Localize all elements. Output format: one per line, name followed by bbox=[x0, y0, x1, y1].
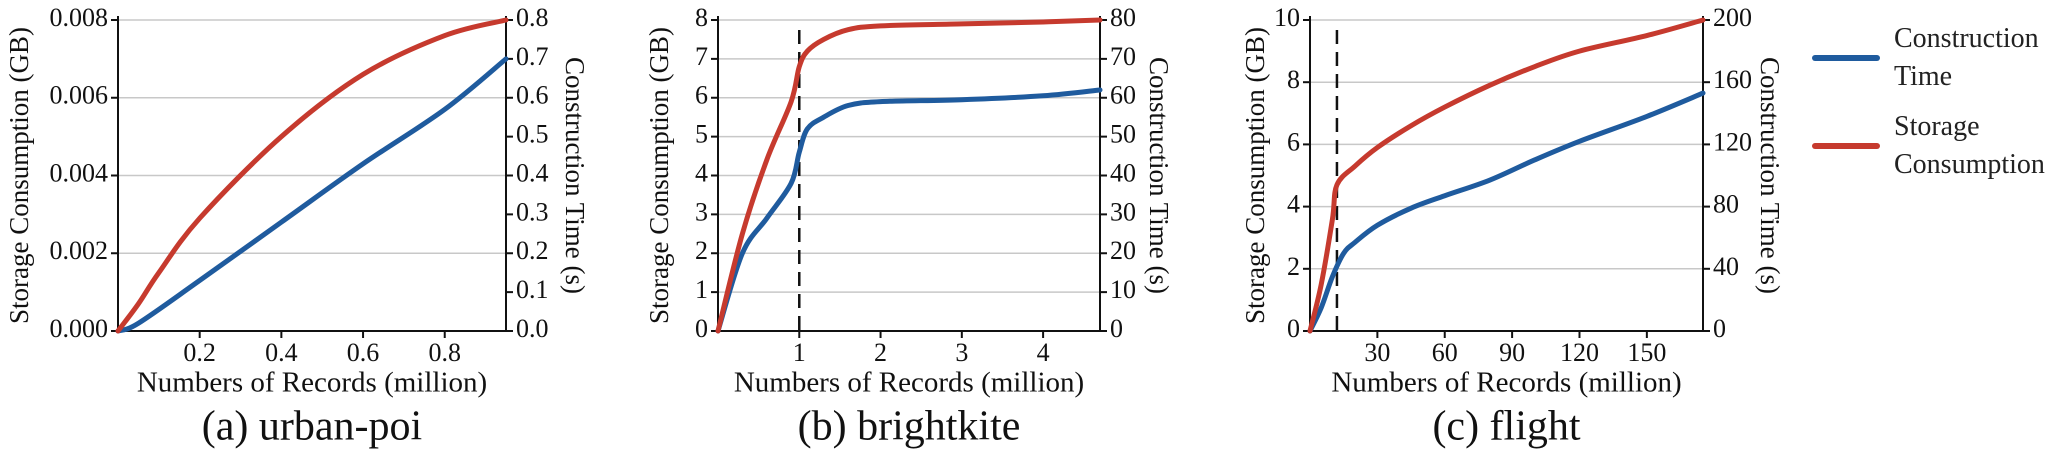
y-tick-label: 5 bbox=[695, 120, 708, 149]
y-tick-label: 1 bbox=[695, 275, 708, 304]
y2-tick-label: 20 bbox=[1110, 236, 1136, 265]
y2-tick-label: 0.1 bbox=[516, 275, 549, 304]
x-tick-label: 0.6 bbox=[347, 338, 380, 367]
subplot: 0 2 4 6 8 10 0 40 80 120 160 200 30 60 90 120 150 Storage… bbox=[1240, 3, 1785, 450]
y2-tick-label: 0.4 bbox=[516, 158, 549, 187]
legend-item: Storage Consumption bbox=[1812, 108, 2059, 184]
x-tick-label: 0.8 bbox=[428, 338, 461, 367]
y2-tick-label: 160 bbox=[1713, 65, 1752, 94]
y-tick-label: 8 bbox=[695, 3, 708, 32]
y-tick-label: 6 bbox=[695, 81, 708, 110]
y2-tick-label: 10 bbox=[1110, 275, 1136, 304]
y2-tick-label: 40 bbox=[1713, 252, 1739, 281]
y-tick-label: 4 bbox=[1287, 190, 1300, 219]
subplot-caption: (b) brightkite bbox=[798, 404, 1021, 450]
subplot: 0.000 0.002 0.004 0.006 0.008 0.0 0.1 0.2 0.3 0.4… bbox=[4, 3, 590, 450]
y-tick-label: 0.002 bbox=[50, 236, 109, 265]
y2-axis-title: Construction Time (s) bbox=[1144, 57, 1174, 294]
series-line bbox=[1307, 90, 1706, 334]
legend-label: Construction Time bbox=[1894, 23, 2039, 92]
x-tick-label: 30 bbox=[1364, 338, 1390, 367]
y-tick-label: 4 bbox=[695, 158, 708, 187]
y2-tick-label: 0.0 bbox=[516, 314, 549, 343]
y-tick-label: 2 bbox=[695, 236, 708, 265]
y-tick-label: 2 bbox=[1287, 252, 1300, 281]
y2-tick-label: 40 bbox=[1110, 158, 1136, 187]
legend-item: Construction Time bbox=[1812, 20, 2059, 96]
y2-tick-label: 0.8 bbox=[516, 3, 549, 32]
y2-axis-title: Construction Time (s) bbox=[560, 57, 590, 294]
x-tick-label: 2 bbox=[874, 338, 887, 367]
x-tick-label: 3 bbox=[955, 338, 968, 367]
y2-tick-label: 0.6 bbox=[516, 81, 549, 110]
series-line bbox=[715, 87, 1103, 334]
x-tick-label: 1 bbox=[793, 338, 806, 367]
y-tick-label: 0.004 bbox=[50, 158, 109, 187]
y2-tick-label: 0 bbox=[1713, 314, 1726, 343]
x-axis-title: Numbers of Records (million) bbox=[137, 367, 487, 399]
x-tick-label: 60 bbox=[1432, 338, 1458, 367]
y-tick-label: 0.006 bbox=[50, 81, 109, 110]
y-tick-label: 3 bbox=[695, 197, 708, 226]
y-tick-label: 0 bbox=[695, 314, 708, 343]
series-line bbox=[1307, 17, 1706, 334]
y2-tick-label: 60 bbox=[1110, 81, 1136, 110]
y-tick-label: 10 bbox=[1274, 3, 1300, 32]
y-axis-title: Storage Consumption (GB) bbox=[4, 27, 34, 324]
y2-tick-label: 0.2 bbox=[516, 236, 549, 265]
legend: Construction Time Storage Consumption bbox=[1812, 20, 2059, 196]
series-line bbox=[115, 17, 509, 334]
x-axis-title: Numbers of Records (million) bbox=[734, 367, 1084, 399]
x-tick-label: 120 bbox=[1560, 338, 1599, 367]
y2-axis-title: Construction Time (s) bbox=[1755, 57, 1785, 294]
y2-tick-label: 0.3 bbox=[516, 197, 549, 226]
x-tick-label: 90 bbox=[1499, 338, 1525, 367]
y2-tick-label: 30 bbox=[1110, 197, 1136, 226]
x-tick-label: 150 bbox=[1627, 338, 1666, 367]
subplot-caption: (c) flight bbox=[1432, 404, 1580, 450]
x-tick-label: 4 bbox=[1037, 338, 1050, 367]
x-tick-label: 0.4 bbox=[265, 338, 298, 367]
y2-tick-label: 0 bbox=[1110, 314, 1123, 343]
y-tick-label: 7 bbox=[695, 42, 708, 71]
y2-tick-label: 120 bbox=[1713, 127, 1752, 156]
subplot-caption: (a) urban-poi bbox=[202, 404, 422, 450]
legend-swatch bbox=[1812, 55, 1880, 61]
series-line bbox=[715, 17, 1103, 334]
y2-tick-label: 0.5 bbox=[516, 120, 549, 149]
y2-tick-label: 80 bbox=[1713, 190, 1739, 219]
y-tick-label: 0.008 bbox=[50, 3, 109, 32]
y-tick-label: 0 bbox=[1287, 314, 1300, 343]
y-axis-title: Storage Consumption (GB) bbox=[1240, 27, 1270, 324]
y-tick-label: 8 bbox=[1287, 65, 1300, 94]
y2-tick-label: 80 bbox=[1110, 3, 1136, 32]
y-tick-label: 6 bbox=[1287, 127, 1300, 156]
series-line bbox=[115, 56, 509, 334]
y2-tick-label: 50 bbox=[1110, 120, 1136, 149]
x-axis-title: Numbers of Records (million) bbox=[1331, 367, 1681, 399]
y2-tick-label: 200 bbox=[1713, 3, 1752, 32]
x-tick-label: 0.2 bbox=[183, 338, 216, 367]
y-axis-title: Storage Consumption (GB) bbox=[644, 27, 674, 324]
legend-label: Storage Consumption bbox=[1894, 111, 2045, 180]
y2-tick-label: 0.7 bbox=[516, 42, 549, 71]
y-tick-label: 0.000 bbox=[50, 314, 109, 343]
y2-tick-label: 70 bbox=[1110, 42, 1136, 71]
legend-swatch bbox=[1812, 143, 1880, 149]
